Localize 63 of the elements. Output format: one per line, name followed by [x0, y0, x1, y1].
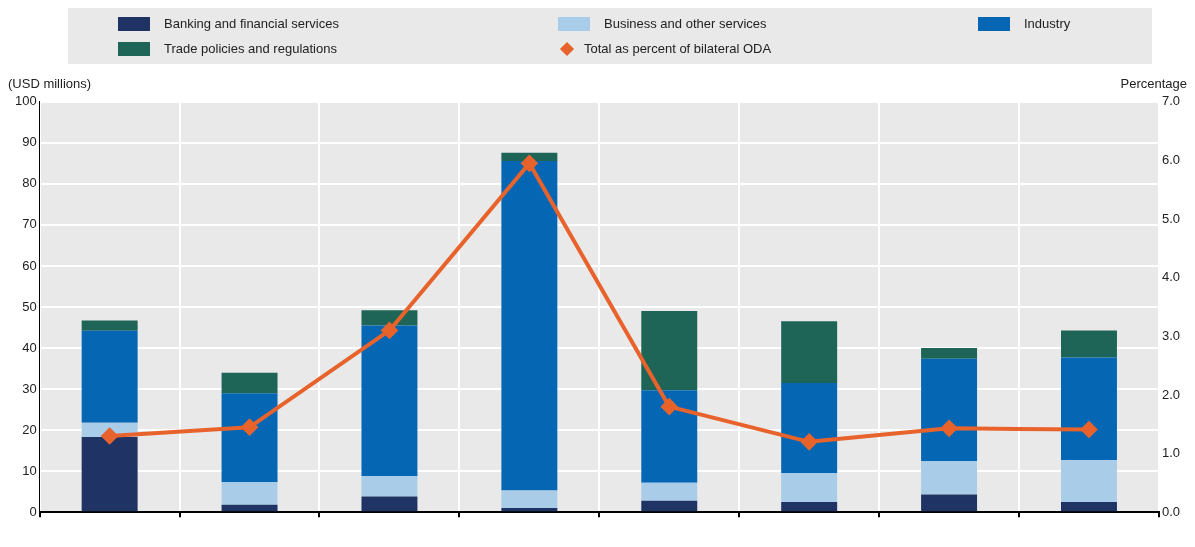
- bar: [361, 325, 418, 477]
- bar: [81, 330, 138, 423]
- point: [801, 433, 818, 450]
- legend-label: Trade policies and regulations: [164, 41, 337, 56]
- y2-tick-label: 2.0: [1161, 386, 1181, 402]
- y-tick-label: 10: [22, 462, 37, 478]
- bar: [921, 358, 978, 462]
- legend-label: Industry: [1024, 16, 1071, 31]
- y-tick-label: 30: [22, 380, 37, 396]
- bar: [361, 476, 418, 497]
- bar: [641, 500, 698, 512]
- y-tick-label: 90: [22, 134, 37, 150]
- point: [381, 322, 398, 339]
- bar: [781, 321, 838, 383]
- point: [521, 155, 538, 172]
- legend-label: Banking and financial services: [164, 16, 339, 31]
- bar: [1060, 357, 1117, 461]
- point: [101, 427, 118, 444]
- y2-tick-label: 4.0: [1161, 269, 1181, 285]
- y2-tick-label: 6.0: [1161, 152, 1181, 168]
- bar: [921, 461, 978, 495]
- y-axis-title: (USD millions): [8, 76, 92, 91]
- bar: [641, 482, 698, 501]
- bar: [781, 473, 838, 502]
- bar: [221, 393, 278, 483]
- y2-tick-label: 3.0: [1161, 327, 1181, 343]
- bar: [781, 501, 838, 512]
- bar: [81, 437, 138, 512]
- point: [661, 398, 678, 415]
- y2-tick-label: 5.0: [1161, 210, 1181, 226]
- bar: [641, 390, 698, 483]
- y2-tick-label: 1.0: [1161, 445, 1181, 461]
- bar: [361, 496, 418, 512]
- bar: [1060, 501, 1117, 512]
- bar: [781, 382, 838, 474]
- bar: [921, 494, 978, 512]
- point: [941, 420, 958, 437]
- bar: [501, 160, 558, 491]
- point: [241, 419, 258, 436]
- bar: [501, 490, 558, 509]
- legend-label: Total as percent of bilateral ODA: [584, 41, 772, 56]
- y2-tick-label: 0.0: [1161, 503, 1181, 519]
- y-tick-label: 0: [29, 503, 37, 519]
- bar: [1060, 330, 1117, 358]
- bar: [221, 482, 278, 505]
- y-tick-label: 60: [22, 257, 37, 273]
- y2-tick-label: 7.0: [1161, 93, 1181, 109]
- bar: [641, 311, 698, 391]
- y-tick-label: 20: [22, 421, 37, 437]
- bar: [221, 372, 278, 394]
- bar: [81, 320, 138, 331]
- y-tick-label: 100: [14, 93, 37, 109]
- legend-label: Business and other services: [604, 16, 767, 31]
- y-tick-label: 70: [22, 216, 37, 232]
- point: [1080, 421, 1097, 438]
- y-tick-label: 50: [22, 298, 37, 314]
- bar: [1060, 460, 1117, 502]
- bar: [921, 348, 978, 359]
- y2-axis-title: Percentage: [1120, 76, 1187, 91]
- bar: [221, 504, 278, 512]
- y-tick-label: 40: [22, 339, 37, 355]
- bar: [501, 508, 558, 512]
- y-tick-label: 80: [22, 175, 37, 191]
